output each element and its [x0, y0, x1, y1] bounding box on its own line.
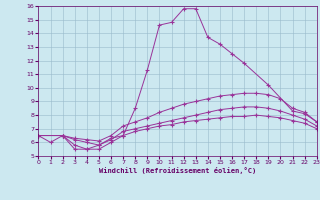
- X-axis label: Windchill (Refroidissement éolien,°C): Windchill (Refroidissement éolien,°C): [99, 167, 256, 174]
